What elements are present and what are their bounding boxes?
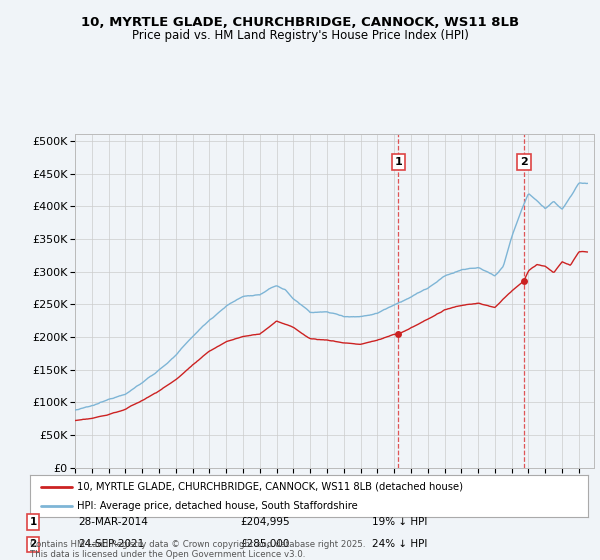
Text: £204,995: £204,995 bbox=[240, 517, 290, 527]
Text: Price paid vs. HM Land Registry's House Price Index (HPI): Price paid vs. HM Land Registry's House … bbox=[131, 29, 469, 42]
Text: 2: 2 bbox=[520, 157, 528, 167]
Text: Contains HM Land Registry data © Crown copyright and database right 2025.
This d: Contains HM Land Registry data © Crown c… bbox=[30, 540, 365, 559]
Text: £285,000: £285,000 bbox=[240, 539, 289, 549]
Text: 24% ↓ HPI: 24% ↓ HPI bbox=[372, 539, 427, 549]
Text: 1: 1 bbox=[29, 517, 37, 527]
Text: 10, MYRTLE GLADE, CHURCHBRIDGE, CANNOCK, WS11 8LB (detached house): 10, MYRTLE GLADE, CHURCHBRIDGE, CANNOCK,… bbox=[77, 482, 463, 492]
Text: 2: 2 bbox=[29, 539, 37, 549]
Text: 28-MAR-2014: 28-MAR-2014 bbox=[78, 517, 148, 527]
Text: 24-SEP-2021: 24-SEP-2021 bbox=[78, 539, 144, 549]
Text: 10, MYRTLE GLADE, CHURCHBRIDGE, CANNOCK, WS11 8LB: 10, MYRTLE GLADE, CHURCHBRIDGE, CANNOCK,… bbox=[81, 16, 519, 29]
Text: HPI: Average price, detached house, South Staffordshire: HPI: Average price, detached house, Sout… bbox=[77, 501, 358, 511]
Text: 1: 1 bbox=[394, 157, 402, 167]
Text: 19% ↓ HPI: 19% ↓ HPI bbox=[372, 517, 427, 527]
